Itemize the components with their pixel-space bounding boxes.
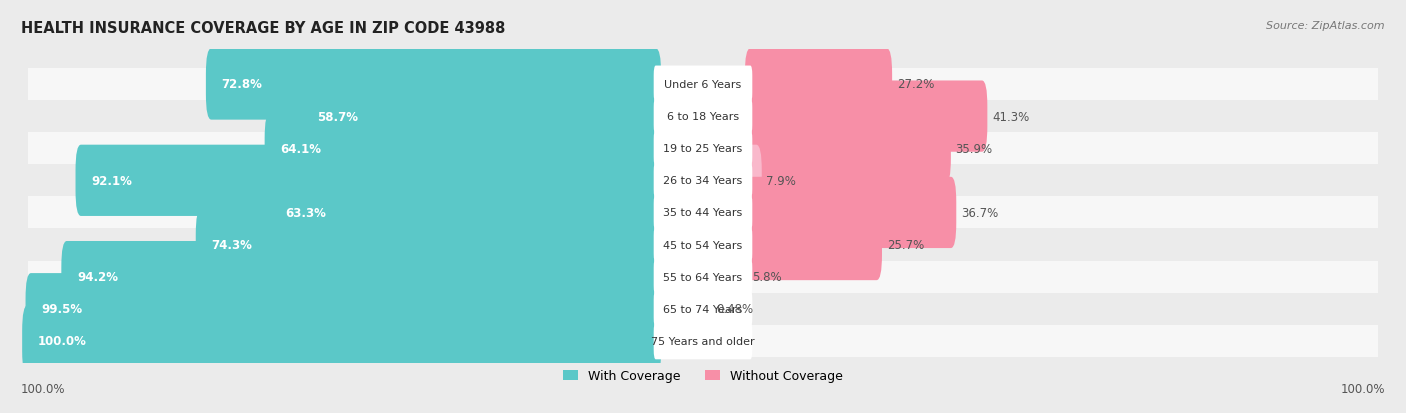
Text: 100.0%: 100.0%: [38, 335, 87, 347]
Text: 26 to 34 Years: 26 to 34 Years: [664, 176, 742, 186]
Text: 19 to 25 Years: 19 to 25 Years: [664, 144, 742, 154]
FancyBboxPatch shape: [28, 293, 1378, 325]
FancyBboxPatch shape: [62, 242, 661, 313]
Text: 35 to 44 Years: 35 to 44 Years: [664, 208, 742, 218]
Text: 94.2%: 94.2%: [77, 271, 118, 283]
Text: 6 to 18 Years: 6 to 18 Years: [666, 112, 740, 122]
Text: Under 6 Years: Under 6 Years: [665, 80, 741, 90]
FancyBboxPatch shape: [654, 323, 752, 359]
Text: 92.1%: 92.1%: [91, 174, 132, 188]
Text: 58.7%: 58.7%: [316, 110, 357, 123]
Text: 100.0%: 100.0%: [1340, 382, 1385, 395]
FancyBboxPatch shape: [654, 259, 752, 295]
Text: 65 to 74 Years: 65 to 74 Years: [664, 304, 742, 314]
FancyBboxPatch shape: [195, 209, 661, 280]
Text: 36.7%: 36.7%: [962, 206, 998, 219]
FancyBboxPatch shape: [28, 197, 1378, 229]
Text: 25.7%: 25.7%: [887, 238, 924, 252]
FancyBboxPatch shape: [745, 81, 987, 152]
Text: 99.5%: 99.5%: [41, 302, 82, 316]
FancyBboxPatch shape: [205, 49, 661, 120]
FancyBboxPatch shape: [654, 195, 752, 231]
FancyBboxPatch shape: [28, 229, 1378, 261]
FancyBboxPatch shape: [76, 145, 661, 216]
Text: 27.2%: 27.2%: [897, 78, 934, 91]
FancyBboxPatch shape: [745, 209, 882, 280]
FancyBboxPatch shape: [301, 81, 661, 152]
Text: HEALTH INSURANCE COVERAGE BY AGE IN ZIP CODE 43988: HEALTH INSURANCE COVERAGE BY AGE IN ZIP …: [21, 21, 506, 36]
FancyBboxPatch shape: [745, 113, 950, 184]
Text: 74.3%: 74.3%: [211, 238, 252, 252]
Text: 63.3%: 63.3%: [285, 206, 326, 219]
FancyBboxPatch shape: [22, 306, 661, 377]
Text: 64.1%: 64.1%: [280, 142, 321, 155]
Text: 100.0%: 100.0%: [21, 382, 66, 395]
FancyBboxPatch shape: [654, 162, 752, 199]
Text: 45 to 54 Years: 45 to 54 Years: [664, 240, 742, 250]
FancyBboxPatch shape: [654, 226, 752, 263]
FancyBboxPatch shape: [264, 113, 661, 184]
FancyBboxPatch shape: [654, 291, 752, 328]
FancyBboxPatch shape: [28, 101, 1378, 133]
FancyBboxPatch shape: [270, 177, 661, 249]
FancyBboxPatch shape: [654, 98, 752, 135]
FancyBboxPatch shape: [654, 66, 752, 103]
FancyBboxPatch shape: [654, 131, 752, 167]
FancyBboxPatch shape: [28, 133, 1378, 165]
Text: 35.9%: 35.9%: [956, 142, 993, 155]
Text: 7.9%: 7.9%: [766, 174, 796, 188]
Text: 55 to 64 Years: 55 to 64 Years: [664, 272, 742, 282]
FancyBboxPatch shape: [745, 145, 762, 216]
FancyBboxPatch shape: [745, 177, 956, 249]
FancyBboxPatch shape: [25, 273, 661, 344]
FancyBboxPatch shape: [28, 165, 1378, 197]
Text: 75 Years and older: 75 Years and older: [651, 336, 755, 346]
FancyBboxPatch shape: [28, 69, 1378, 101]
Legend: With Coverage, Without Coverage: With Coverage, Without Coverage: [562, 369, 844, 382]
FancyBboxPatch shape: [28, 261, 1378, 293]
Text: 0.48%: 0.48%: [717, 302, 754, 316]
FancyBboxPatch shape: [745, 49, 893, 120]
FancyBboxPatch shape: [28, 325, 1378, 357]
Text: 72.8%: 72.8%: [221, 78, 263, 91]
Text: 5.8%: 5.8%: [752, 271, 782, 283]
Text: 41.3%: 41.3%: [993, 110, 1029, 123]
Text: Source: ZipAtlas.com: Source: ZipAtlas.com: [1267, 21, 1385, 31]
